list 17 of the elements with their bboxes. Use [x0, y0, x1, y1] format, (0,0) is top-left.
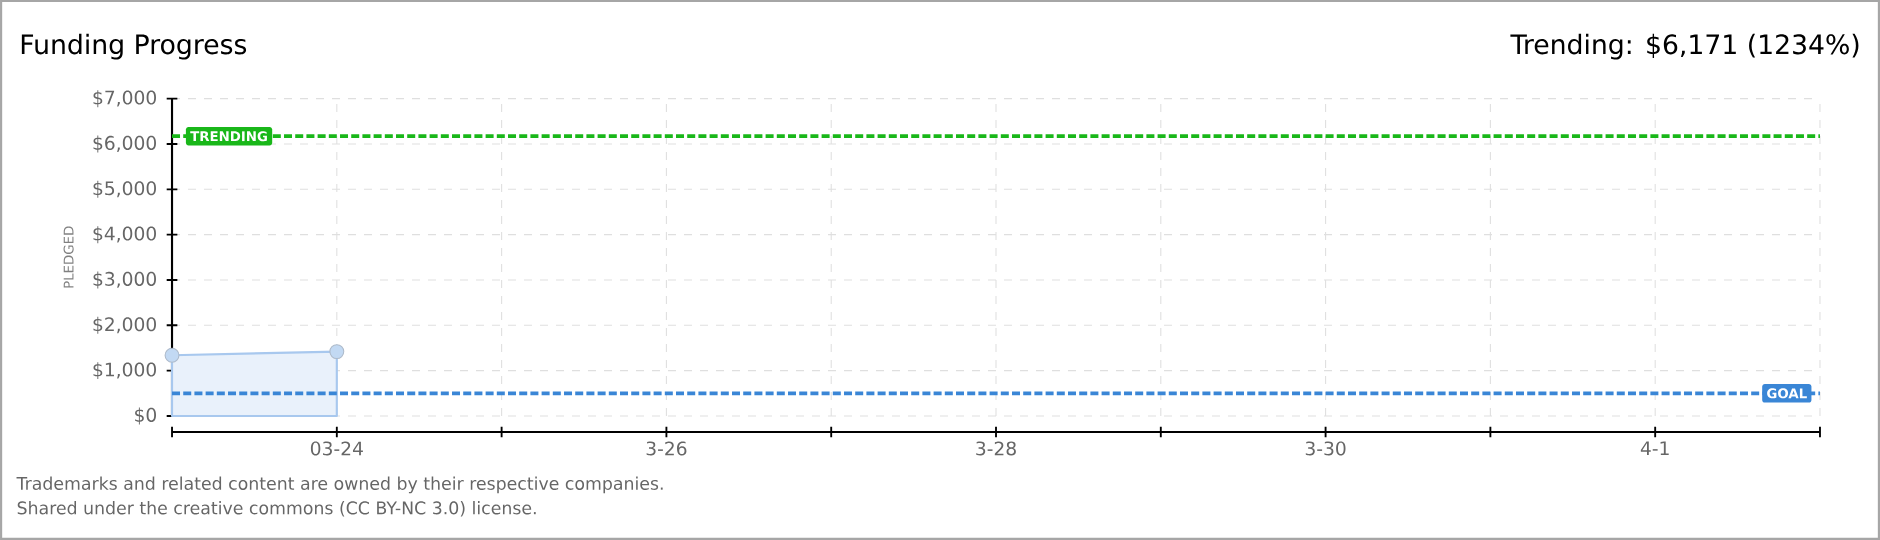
- text: Shared under the creative commons (CC BY-NC 3.0) license.: [17, 501, 536, 517]
- y-tick-label: $6,000: [93, 135, 156, 153]
- y-tick-label: $4,000: [93, 226, 156, 244]
- y-tick-label: $0: [135, 407, 157, 425]
- x-tick-label: 3-28: [976, 441, 1016, 456]
- text: Trademarks and related content are owned by their respective companies.: [16, 476, 663, 494]
- y-tick-label: $7,000: [93, 90, 156, 108]
- y-tick-label: $5,000: [93, 180, 156, 198]
- x-tick-label: 4-1: [1640, 441, 1669, 455]
- chart-title: Funding Progress: [21, 33, 247, 60]
- y-tick-label: $2,000: [93, 316, 156, 334]
- chart-subtitle: Trending: $6,171 (1234%): [1510, 33, 1859, 60]
- y-tick-label: $3,000: [93, 271, 156, 289]
- x-tick-label: 03-24: [310, 441, 363, 456]
- x-tick-label: 3-26: [646, 441, 687, 456]
- x-tick-label: 3-30: [1305, 441, 1346, 456]
- y-tick-label: $1,000: [93, 362, 156, 380]
